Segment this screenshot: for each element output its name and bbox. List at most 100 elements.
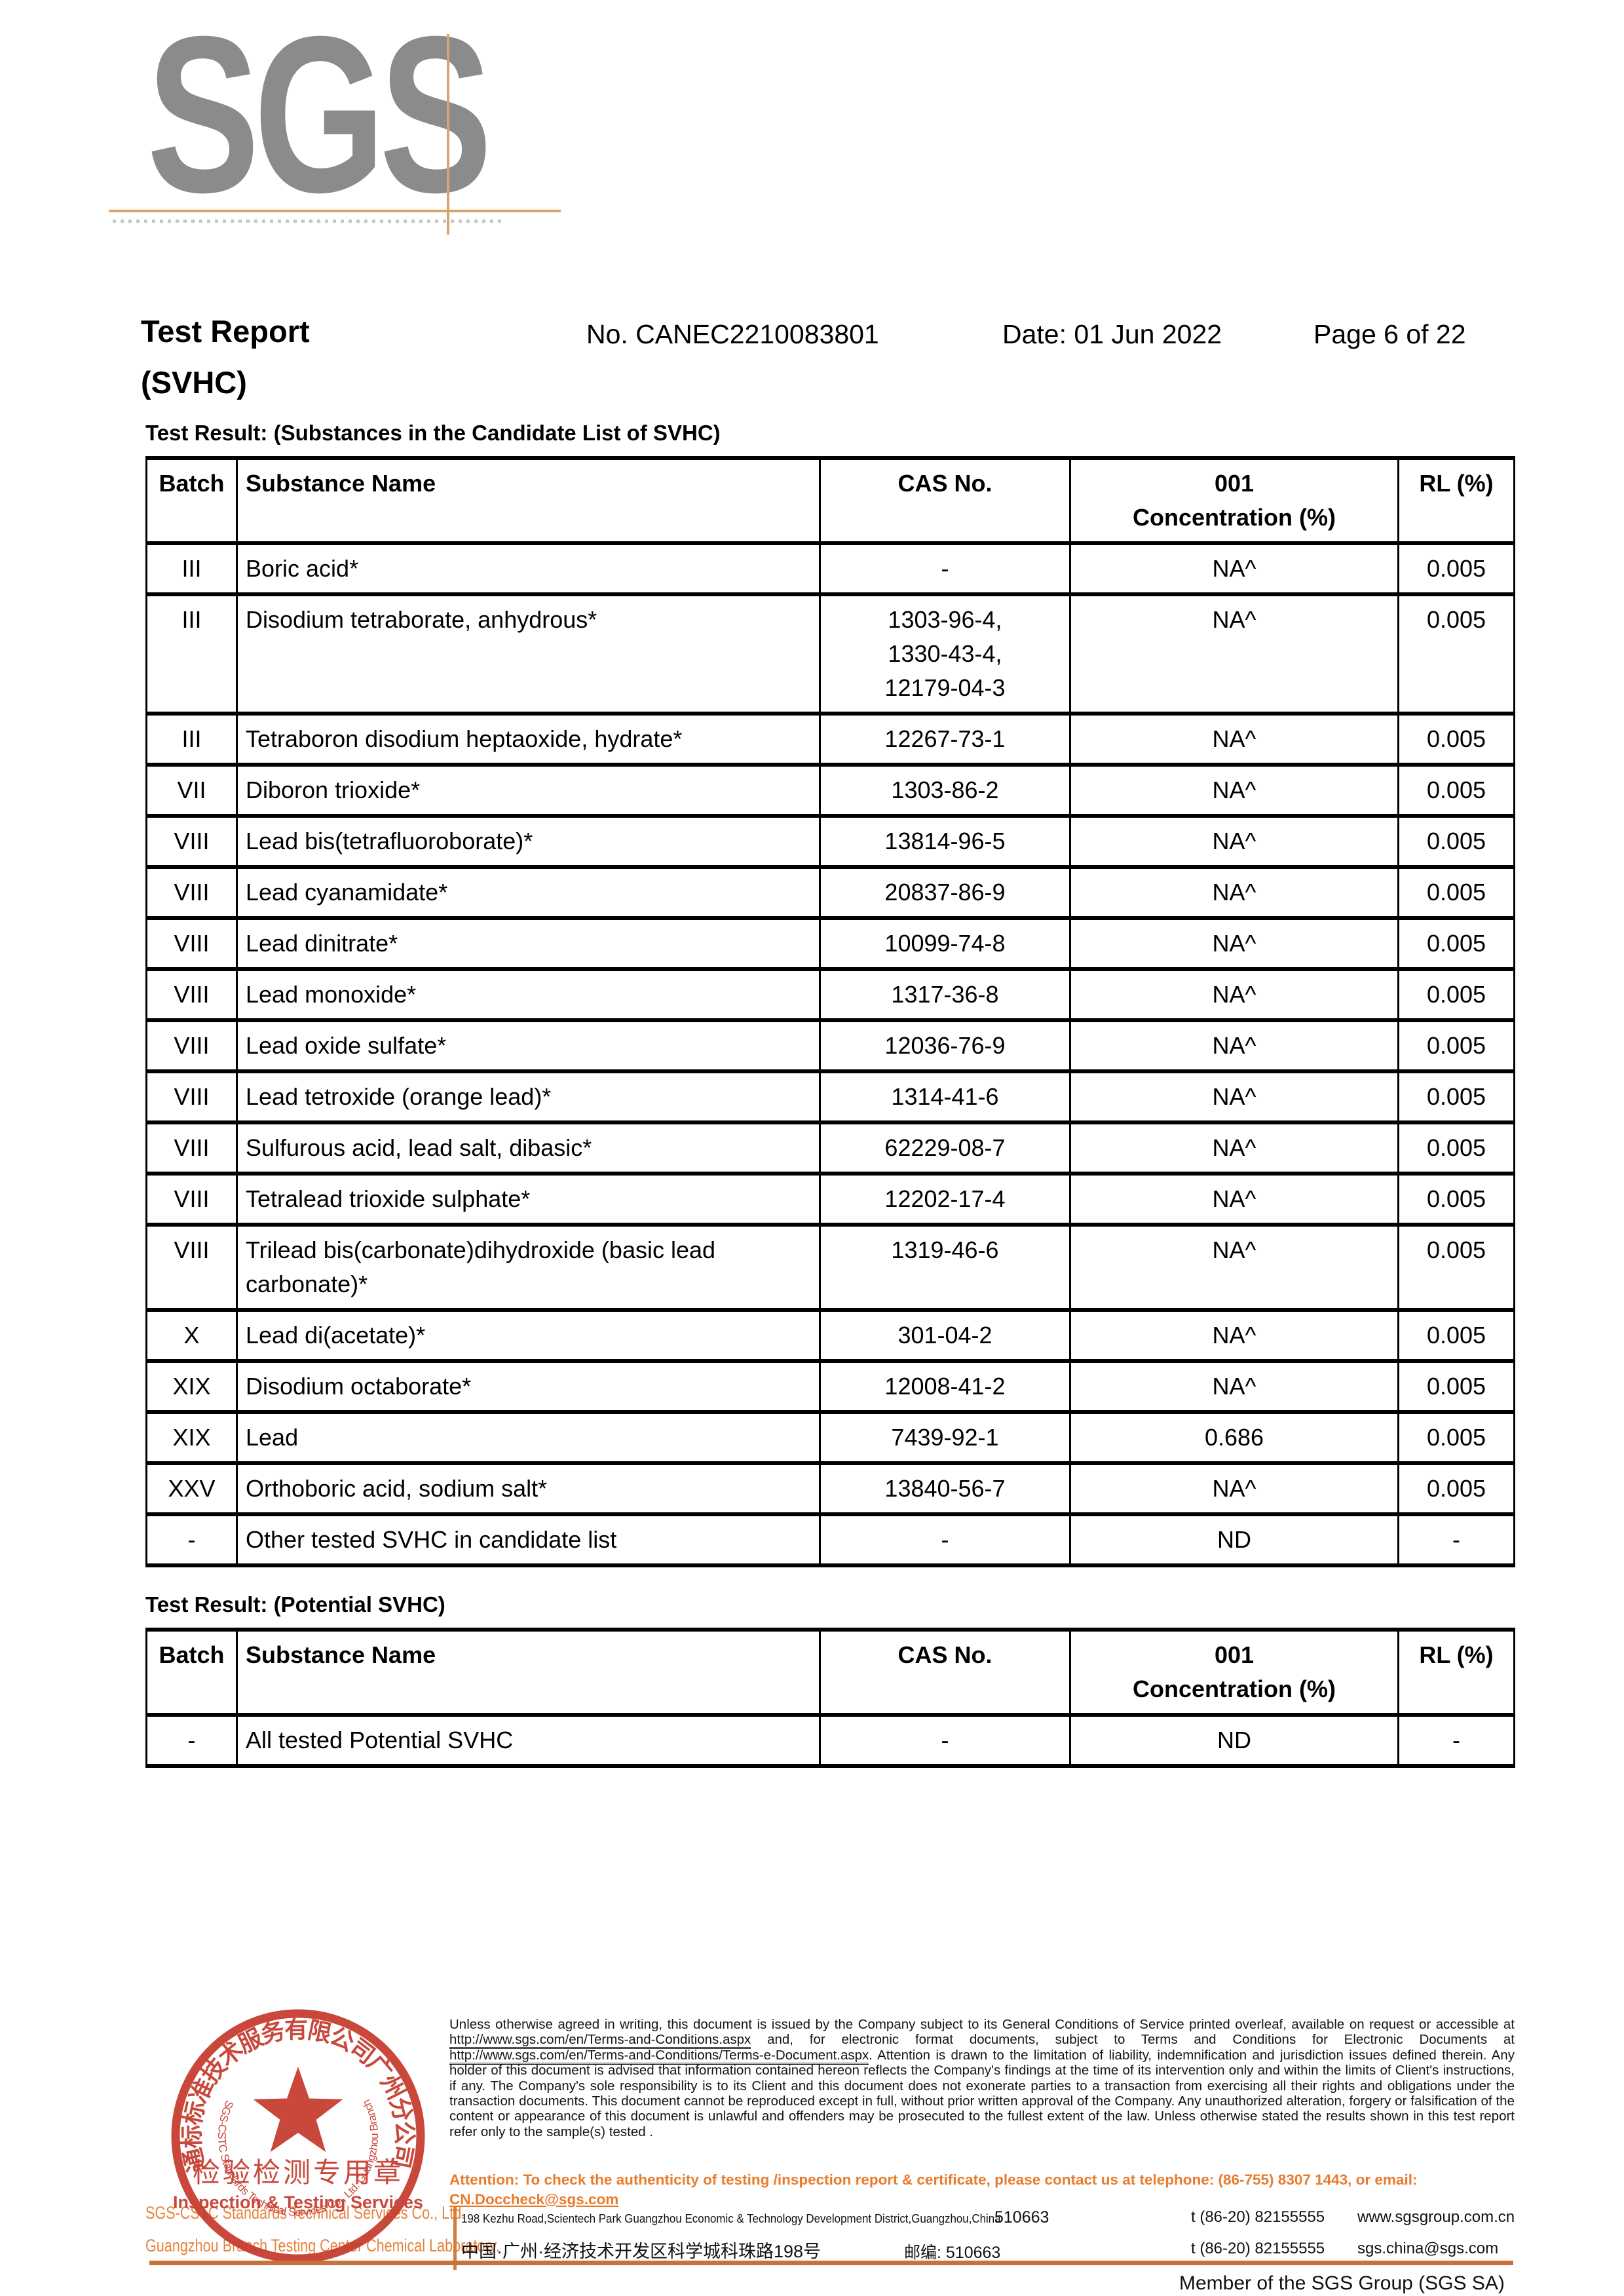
cell-conc: ND [1069, 1713, 1399, 1768]
cell-cas: 13814-96-5 [819, 814, 1071, 869]
terms-link[interactable]: http://www.sgs.com/en/Terms-and-Conditio… [449, 2032, 751, 2050]
cell-cas: 1319-46-6 [819, 1223, 1071, 1312]
cell-batch: - [145, 1512, 238, 1567]
table-row: VII Diboron trioxide* 1303-86-2 NA^ 0.005 [145, 763, 1515, 818]
table-row: VIII Lead dinitrate* 10099-74-8 NA^ 0.005 [145, 916, 1515, 971]
table-row: X Lead di(acetate)* 301-04-2 NA^ 0.005 [145, 1308, 1515, 1363]
cell-rl: 0.005 [1397, 1359, 1515, 1414]
table-row: XIX Lead 7439-92-1 0.686 0.005 [145, 1410, 1515, 1465]
report-body: Test Result: (Substances in the Candidat… [145, 421, 1515, 1768]
logo-vertical-rule [447, 34, 449, 235]
cell-conc: NA^ [1069, 1120, 1399, 1176]
email-address[interactable]: sgs.china@sgs.com [1357, 2240, 1499, 2257]
cell-rl: 0.005 [1397, 1223, 1515, 1312]
table-row: - All tested Potential SVHC - ND - [145, 1713, 1515, 1768]
cell-cas: - [819, 1512, 1071, 1567]
cell-batch: VIII [145, 865, 238, 920]
cell-conc: NA^ [1069, 814, 1399, 869]
table-header: Batch Substance Name CAS No. 001 Concentrat… [145, 1628, 1515, 1717]
logo-fineprint-dots [113, 220, 506, 223]
cell-rl: 0.005 [1397, 967, 1515, 1022]
column-header-cas: CAS No. [819, 1628, 1071, 1717]
cell-name: Diboron trioxide* [236, 763, 821, 818]
cell-batch: VIII [145, 916, 238, 971]
text-segment: and, for electronic format documents, su… [751, 2032, 1515, 2048]
cell-name: Other tested SVHC in candidate list [236, 1512, 821, 1567]
sgs-logo: SGS [147, 0, 492, 239]
cell-conc: NA^ [1069, 1223, 1399, 1312]
cell-rl: 0.005 [1397, 916, 1515, 971]
cell-name: Lead bis(tetrafluoroborate)* [236, 814, 821, 869]
cell-cas: 12008-41-2 [819, 1359, 1071, 1414]
cell-conc: NA^ [1069, 967, 1399, 1022]
stamp-center-chinese: 检验检测专用章 [193, 2156, 404, 2189]
table-row: VIII Lead bis(tetrafluoroborate)* 13814-96… [145, 814, 1515, 869]
cell-rl: - [1397, 1512, 1515, 1567]
cell-rl: 0.005 [1397, 592, 1515, 716]
cell-cas: 10099-74-8 [819, 916, 1071, 971]
stamp-ring [171, 2009, 425, 2263]
table-row: VIII Lead oxide sulfate* 12036-76-9 NA^ 0.00… [145, 1018, 1515, 1073]
cell-batch: VIII [145, 1069, 238, 1124]
text-segment: Unless otherwise agreed in writing, this… [449, 2017, 1515, 2032]
cell-conc: NA^ [1069, 592, 1399, 716]
cell-cas: 12267-73-1 [819, 712, 1071, 767]
address-english: 198 Kezhu Road,Scientech Park Guangzhou … [461, 2212, 1001, 2225]
table-header: Batch Substance Name CAS No. 001 Concentrat… [145, 456, 1515, 545]
cell-name: Lead cyanamidate* [236, 865, 821, 920]
cell-cas: 62229-08-7 [819, 1120, 1071, 1176]
cell-rl: 0.005 [1397, 1172, 1515, 1227]
cell-rl: 0.005 [1397, 814, 1515, 869]
cell-name: Disodium tetraborate, anhydrous* [236, 592, 821, 716]
cell-batch: - [145, 1713, 238, 1768]
cell-name: Disodium octaborate* [236, 1359, 821, 1414]
table-row: III Tetraboron disodium heptaoxide, hydra… [145, 712, 1515, 767]
table-row: XIX Disodium octaborate* 12008-41-2 NA^ 0.00… [145, 1359, 1515, 1414]
postal-code-chinese: 邮编: 510663 [904, 2244, 1001, 2262]
doccheck-email-link[interactable]: CN.Doccheck@sgs.com [449, 2191, 619, 2208]
page-subtitle: (SVHC) [141, 365, 247, 400]
cell-cas: 13840-56-7 [819, 1461, 1071, 1516]
cell-conc: NA^ [1069, 1359, 1399, 1414]
cell-batch: III [145, 592, 238, 716]
cell-batch: VIII [145, 967, 238, 1022]
cell-cas: - [819, 1713, 1071, 1768]
cell-rl: 0.005 [1397, 1120, 1515, 1176]
text-segment: . Attention is drawn to the limitation o… [449, 2047, 1515, 2139]
candidate-svhc-table: Batch Substance Name CAS No. 001 Concentrat… [145, 456, 1515, 1567]
column-header-batch: Batch [145, 1628, 238, 1717]
cell-batch: VIII [145, 1172, 238, 1227]
cell-name: Lead [236, 1410, 821, 1465]
cell-conc: NA^ [1069, 865, 1399, 920]
authenticity-attention-text: Attention: To check the authenticity of … [449, 2170, 1524, 2210]
cell-name: Trilead bis(carbonate)dihydroxide (basic… [236, 1223, 821, 1312]
table-body: - All tested Potential SVHC - ND - [145, 1713, 1515, 1768]
cell-batch: X [145, 1308, 238, 1363]
address-chinese: 中国·广州·经济技术开发区科学城科珠路198号 [461, 2242, 821, 2261]
table-row: III Disodium tetraborate, anhydrous* 1303-… [145, 592, 1515, 716]
cell-cas: 12036-76-9 [819, 1018, 1071, 1073]
phone-number-2: t (86-20) 82155555 [1191, 2240, 1325, 2257]
cell-rl: 0.005 [1397, 1461, 1515, 1516]
cell-conc: NA^ [1069, 712, 1399, 767]
cell-conc: NA^ [1069, 1308, 1399, 1363]
cell-conc: NA^ [1069, 1018, 1399, 1073]
cell-rl: - [1397, 1713, 1515, 1768]
star-icon [253, 2067, 343, 2152]
sgs-group-member-line: Member of the SGS Group (SGS SA) [1179, 2272, 1505, 2294]
website-url[interactable]: www.sgsgroup.com.cn [1357, 2208, 1515, 2226]
cell-batch: XXV [145, 1461, 238, 1516]
terms-link[interactable]: http://www.sgs.com/en/Terms-and-Conditio… [449, 2047, 869, 2065]
table-row: III Boric acid* - NA^ 0.005 [145, 541, 1515, 596]
cell-cas: 1303-86-2 [819, 763, 1071, 818]
cell-name: Boric acid* [236, 541, 821, 596]
cell-conc: ND [1069, 1512, 1399, 1567]
cell-rl: 0.005 [1397, 1410, 1515, 1465]
cell-cas: 301-04-2 [819, 1308, 1071, 1363]
table-row: VIII Tetralead trioxide sulphate* 12202-17… [145, 1172, 1515, 1227]
cell-name: Lead tetroxide (orange lead)* [236, 1069, 821, 1124]
candidate-table-heading: Test Result: (Substances in the Candidat… [145, 421, 721, 445]
cell-cas: - [819, 541, 1071, 596]
cell-name: Tetraboron disodium heptaoxide, hydrate* [236, 712, 821, 767]
header-row: Batch Substance Name CAS No. 001 Concentrat… [145, 456, 1515, 545]
